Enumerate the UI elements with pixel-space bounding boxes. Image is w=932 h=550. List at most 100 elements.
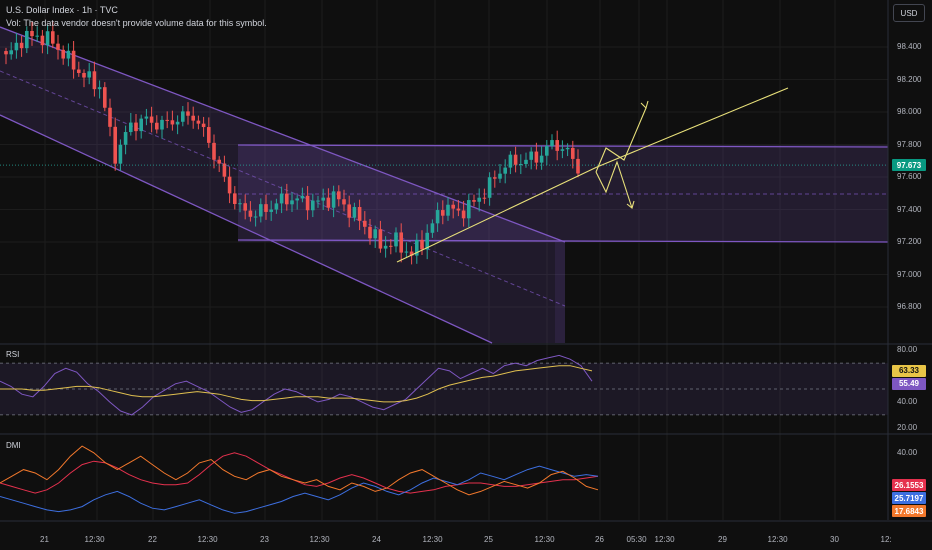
symbol-title[interactable]: U.S. Dollar Index · 1h · TVC — [6, 5, 118, 15]
candle-body-72 — [378, 229, 383, 249]
candle-body-21 — [113, 126, 117, 164]
candle-body-10 — [56, 43, 60, 50]
candle-body-84 — [441, 210, 445, 216]
price-tick-1: 98.200 — [897, 74, 922, 84]
candle-body-23 — [123, 132, 128, 145]
candle-body-90 — [472, 200, 476, 202]
candle-body-48 — [253, 216, 258, 218]
candle-body-110 — [576, 158, 580, 174]
price-tick-5: 97.400 — [897, 204, 922, 214]
descending-channel-fill — [0, 27, 565, 343]
candle-body-64 — [337, 191, 341, 200]
candle-body-82 — [430, 223, 435, 233]
candle-body-15 — [82, 72, 86, 78]
time-tick-13: 29 — [718, 535, 727, 544]
bullish-path-arrow — [595, 107, 647, 173]
di-plus-value-tag: 25.7197 — [892, 492, 926, 504]
candle-body-76 — [399, 232, 403, 253]
time-tick-15: 30 — [830, 535, 839, 544]
candle-body-24 — [129, 122, 133, 133]
price-tick-2: 98.000 — [897, 107, 922, 116]
time-tick-8: 25 — [484, 535, 493, 544]
candle-body-108 — [565, 147, 570, 150]
adx-value-tag: 26.1553 — [892, 479, 926, 491]
candle-body-85 — [446, 204, 450, 216]
candle-body-33 — [175, 121, 180, 125]
range-projection-fill — [555, 242, 565, 343]
candle-body-6 — [35, 35, 39, 37]
candle-body-36 — [191, 115, 195, 121]
time-tick-7: 12:30 — [422, 535, 443, 544]
dmi-pane-label[interactable]: DMI — [6, 441, 21, 450]
candle-body-51 — [269, 209, 273, 212]
candle-body-11 — [61, 49, 65, 59]
candle-body-102 — [534, 151, 539, 163]
trendline-extension — [596, 87, 789, 168]
currency-button[interactable]: USD — [893, 4, 925, 22]
candle-body-25 — [134, 122, 138, 132]
candle-body-97 — [508, 154, 513, 168]
candle-body-8 — [45, 31, 50, 46]
candle-body-46 — [243, 203, 247, 211]
price-tick-7: 97.000 — [897, 269, 922, 279]
candle-body-53 — [279, 193, 284, 204]
candle-body-3 — [19, 42, 24, 49]
candle-body-26 — [139, 118, 143, 132]
candle-body-68 — [357, 207, 362, 221]
candle-body-43 — [227, 176, 232, 194]
candle-body-57 — [300, 195, 305, 199]
dmi-pane — [0, 445, 599, 514]
bearish-path-arrow — [595, 160, 633, 209]
candle-body-42 — [222, 163, 227, 177]
candle-body-98 — [513, 154, 518, 165]
candle-body-91 — [477, 197, 481, 202]
candle-body-16 — [87, 71, 91, 78]
time-tick-16: 12: — [880, 535, 892, 544]
candle-body-104 — [545, 146, 549, 156]
candle-body-107 — [560, 149, 565, 151]
candle-body-93 — [487, 177, 492, 198]
time-tick-14: 12:30 — [767, 535, 788, 544]
time-tick-3: 12:30 — [197, 535, 218, 544]
candle-body-0 — [4, 51, 8, 55]
dmi-tick-0: 40.00 — [897, 447, 918, 457]
candle-body-58 — [305, 195, 310, 211]
channel-lower-line — [0, 114, 493, 344]
time-tick-2: 22 — [148, 535, 157, 544]
candle-body-96 — [503, 167, 507, 174]
candle-body-95 — [498, 173, 502, 179]
channel-drawings[interactable] — [0, 26, 889, 344]
candle-body-88 — [461, 210, 466, 219]
candle-body-61 — [321, 197, 325, 201]
rsi-ma-value-tag: 63.33 — [892, 364, 926, 377]
price-tick-3: 97.800 — [897, 139, 922, 149]
candle-body-89 — [467, 200, 471, 219]
time-tick-11: 05:30 — [626, 535, 647, 544]
candle-body-69 — [363, 220, 367, 227]
candle-body-38 — [201, 123, 206, 128]
support-trendline — [396, 166, 598, 263]
candle-body-27 — [144, 116, 149, 119]
candle-body-56 — [295, 198, 299, 201]
pane-separators[interactable] — [0, 0, 932, 522]
candle-body-9 — [51, 31, 55, 44]
candle-body-29 — [155, 122, 159, 130]
candle-body-87 — [456, 208, 461, 211]
candle-body-60 — [316, 200, 320, 202]
candle-body-13 — [71, 50, 76, 70]
candle-body-78 — [409, 251, 414, 256]
candle-body-65 — [342, 199, 346, 205]
candle-body-101 — [529, 151, 533, 160]
candle-body-103 — [539, 155, 544, 163]
rsi-pane — [0, 354, 888, 416]
time-tick-0: 21 — [40, 535, 49, 544]
candle-body-71 — [373, 229, 377, 239]
trend-drawings[interactable] — [396, 87, 789, 263]
price-tick-4: 97.600 — [897, 172, 922, 181]
candle-body-55 — [290, 200, 294, 205]
time-tick-9: 12:30 — [534, 535, 555, 544]
rsi-pane-label[interactable]: RSI — [6, 350, 20, 359]
time-tick-10: 26 — [595, 535, 604, 544]
